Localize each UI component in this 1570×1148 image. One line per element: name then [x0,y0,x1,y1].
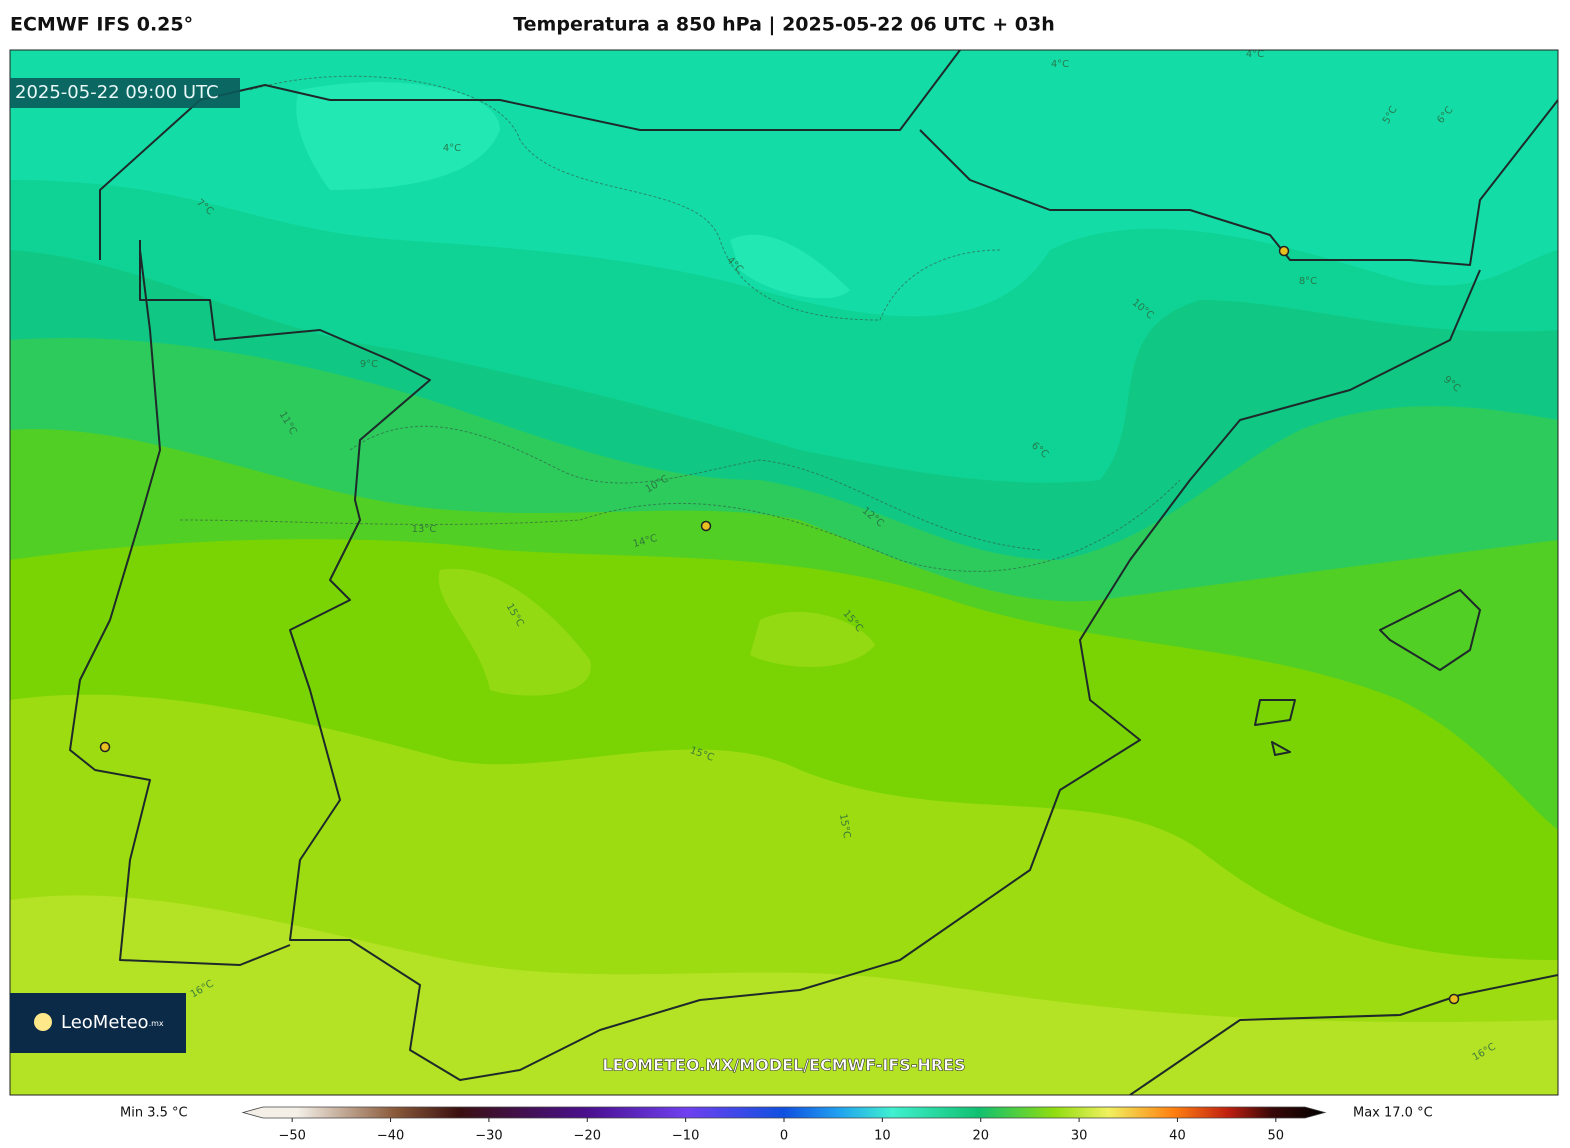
coastline [139,240,1481,1081]
logo-suffix: .mx [149,1019,164,1028]
timestamp-box [10,78,240,108]
contour-label: 4°C [443,143,461,154]
colorbar: −50 −40 −30 −20 −10 0 10 20 30 40 50 [241,1106,1327,1144]
band [296,82,500,190]
colorbar-tick-label: −40 [377,1129,404,1144]
logo-text: LeoMeteo.mx [61,1012,164,1033]
colorbar-tick-label: 40 [1169,1129,1186,1144]
city-dot [1278,245,1290,257]
map-frame [9,49,1559,1096]
contour-label: 4°C [1051,59,1069,70]
timestamp: 2025-05-22 09:00 UTC [15,82,219,103]
colorbar-tick-label: 30 [1071,1129,1088,1144]
colorbar-tick-label: −30 [475,1129,502,1144]
colorbar-tick-label: 10 [874,1129,891,1144]
coastline [69,249,291,966]
logo-sun [34,1013,52,1031]
colorbar-tick-label: 50 [1268,1129,1285,1144]
colorbar-min: Min 3.5 °C [120,1106,188,1121]
band [438,568,591,696]
contour-label: 15°C [837,813,852,839]
band [10,895,1558,1095]
coastline [1129,589,1558,1095]
band [750,611,875,667]
colorbar-bar [241,1106,1327,1119]
city-dot [99,741,111,753]
contour-label: 4°C [1246,49,1264,60]
contour-label: 13°C [412,524,437,535]
isotherm [249,75,1001,321]
contour-label: 8°C [1299,276,1317,287]
colorbar-max: Max 17.0 °C [1353,1106,1433,1121]
contour-label: 9°C [360,359,378,370]
city-dot [700,520,712,532]
colorbar-tick-label: −10 [672,1129,699,1144]
city-dot [1448,993,1460,1005]
colorbar-tick-label: 0 [780,1129,788,1144]
colorbar-tick-label: −50 [278,1129,305,1144]
colorbar-tick-label: 20 [972,1129,989,1144]
isotherm [349,425,1041,551]
map: 4°C4°C4°C5°C 6°C7°C4°C8°C10°C9°C9°C11°C6°… [10,49,1558,1095]
band [730,234,850,299]
model-name: ECMWF IFS 0.25° [10,14,193,36]
watermark: LEOMETEO.MX/MODEL/ECMWF-IFS-HRES [602,1056,965,1075]
map-title: Temperatura a 850 hPa | 2025-05-22 06 UT… [513,14,1055,36]
logo-name: LeoMeteo [61,1012,149,1033]
colorbar-tick-label: −20 [574,1129,601,1144]
coastline [99,50,1558,266]
